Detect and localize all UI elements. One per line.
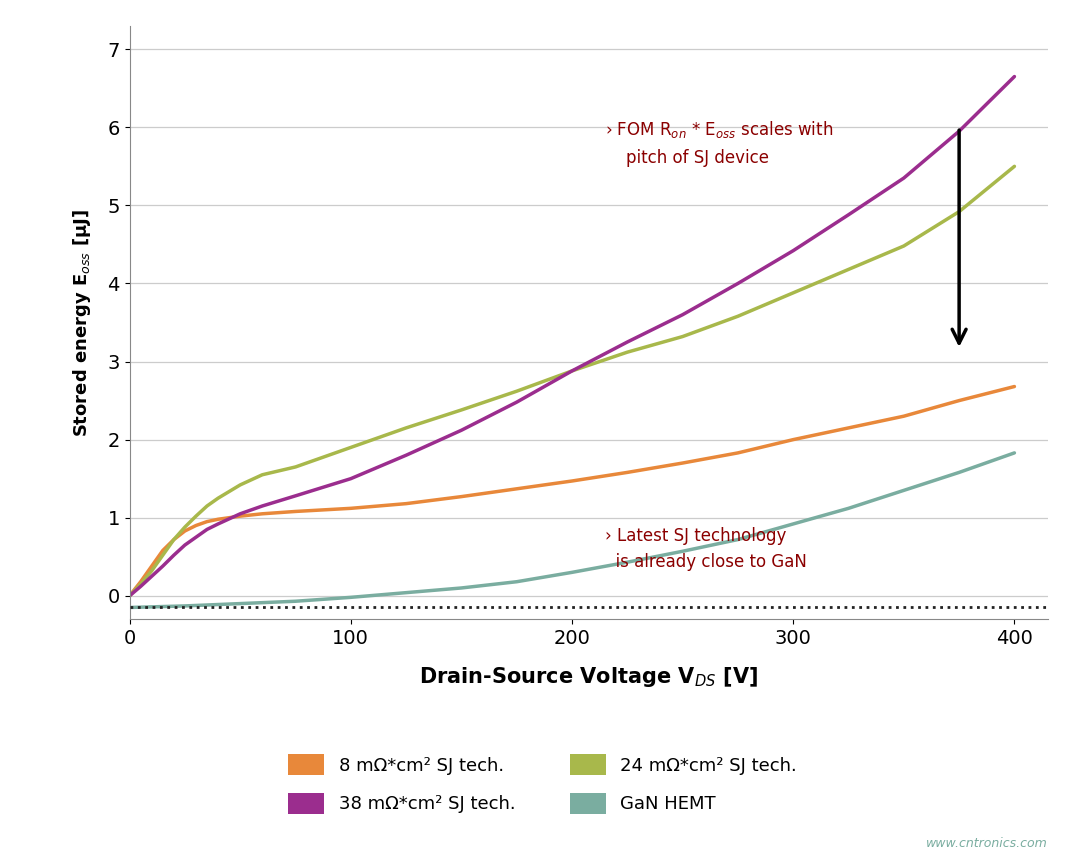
Text: www.cntronics.com: www.cntronics.com [926,837,1048,850]
Text: › Latest SJ technology
  is already close to GaN: › Latest SJ technology is already close … [605,527,807,571]
Y-axis label: Stored energy E$_{oss}$ [μJ]: Stored energy E$_{oss}$ [μJ] [71,208,94,437]
Legend: 8 mΩ*cm² SJ tech., 38 mΩ*cm² SJ tech., 24 mΩ*cm² SJ tech., GaN HEMT: 8 mΩ*cm² SJ tech., 38 mΩ*cm² SJ tech., 2… [281,746,805,821]
Text: › FOM R$_{on}$ * E$_{oss}$ scales with
    pitch of SJ device: › FOM R$_{on}$ * E$_{oss}$ scales with p… [605,120,834,167]
X-axis label: Drain-Source Voltage V$_{DS}$ [V]: Drain-Source Voltage V$_{DS}$ [V] [419,665,758,689]
